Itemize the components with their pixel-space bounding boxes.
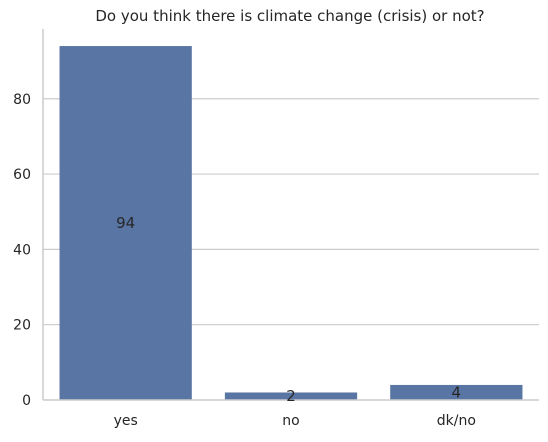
y-tick-label: 80 — [13, 92, 31, 108]
data-label: 2 — [286, 387, 296, 405]
x-tick-label: dk/no — [437, 413, 476, 429]
y-tick-label: 60 — [13, 167, 31, 183]
bar-yes — [59, 46, 192, 401]
chart-title: Do you think there is climate change (cr… — [95, 7, 484, 25]
x-tick-label: yes — [114, 413, 138, 429]
data-label: 94 — [116, 214, 135, 232]
bar-dk-no — [390, 384, 523, 400]
y-tick-label: 40 — [13, 242, 31, 258]
data-label: 4 — [452, 383, 462, 401]
y-tick-label: 0 — [22, 393, 31, 409]
x-tick-label: no — [282, 413, 299, 429]
bars — [59, 46, 523, 401]
y-tick-label: 20 — [13, 318, 31, 334]
axes: 0 20 40 60 80 yes no dk/no — [13, 29, 539, 429]
data-labels: 94 2 4 — [116, 214, 461, 405]
bar-no — [224, 392, 358, 400]
